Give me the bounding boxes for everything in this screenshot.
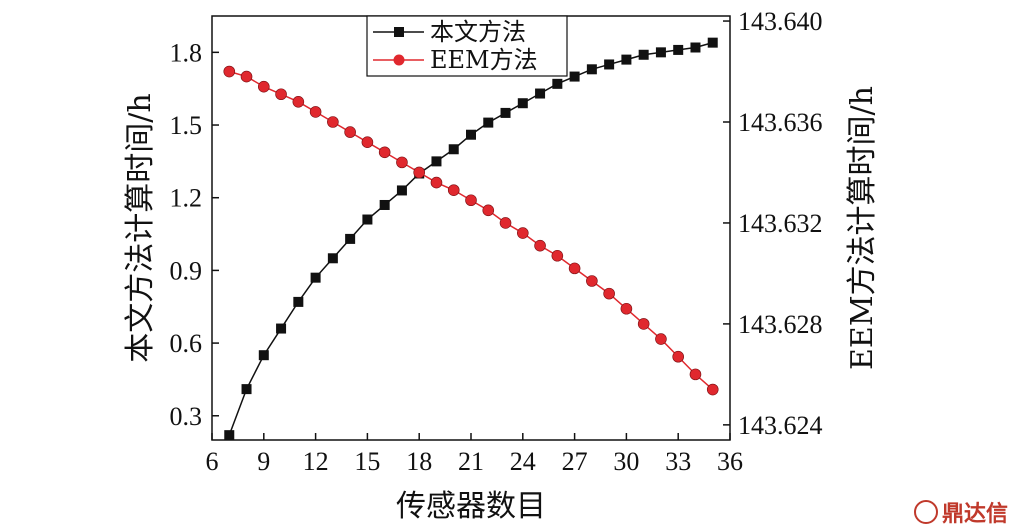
x-tick-label: 30 <box>613 447 639 476</box>
x-tick-label: 15 <box>354 447 380 476</box>
data-point-series-2 <box>223 65 236 78</box>
data-point-series-1 <box>552 78 563 89</box>
data-point-series-1 <box>327 253 338 264</box>
data-point-series-1 <box>707 37 718 48</box>
x-tick-label: 6 <box>206 447 219 476</box>
x-tick-label: 33 <box>665 447 691 476</box>
data-point-series-1 <box>483 117 494 128</box>
x-tick-label: 18 <box>406 447 432 476</box>
legend: 本文方法 EEM方法 <box>366 15 568 77</box>
data-point-series-1 <box>362 214 373 225</box>
y-right-tick-label: 143.636 <box>738 108 823 137</box>
x-axis-title: 传感器数目 <box>396 489 546 524</box>
x-tick-label: 21 <box>458 447 484 476</box>
data-point-series-1 <box>224 430 235 441</box>
data-point-series-2 <box>586 275 598 287</box>
data-point-series-2 <box>378 146 391 159</box>
data-point-series-2 <box>672 350 685 363</box>
y-left-tick-label: 1.5 <box>170 111 203 140</box>
data-point-series-2 <box>551 249 564 262</box>
data-point-series-1 <box>690 42 701 53</box>
data-point-series-2 <box>275 88 287 101</box>
data-point-series-2 <box>516 227 529 239</box>
data-point-series-2 <box>257 80 270 93</box>
legend-marker-series-1 <box>394 27 404 37</box>
data-point-series-2 <box>655 333 667 345</box>
y-left-tick-label: 0.3 <box>170 402 203 431</box>
legend-label-series-1: 本文方法 <box>430 18 526 46</box>
data-point-series-2 <box>689 368 702 381</box>
x-tick-label: 9 <box>257 447 270 476</box>
data-point-series-1 <box>655 47 666 58</box>
y-right-tick-label: 143.624 <box>738 411 823 440</box>
data-point-series-2 <box>620 302 633 315</box>
legend-marker-series-2 <box>393 54 405 66</box>
y-left-tick-label: 1.8 <box>170 38 203 67</box>
y-right-tick-label: 143.640 <box>738 7 823 36</box>
y-left-tick-label: 0.9 <box>170 256 203 285</box>
data-point-series-1 <box>241 384 252 395</box>
data-point-series-1 <box>396 185 407 196</box>
data-point-series-1 <box>431 156 442 167</box>
data-point-series-2 <box>499 217 512 229</box>
y-left-tick-label: 1.2 <box>170 184 203 213</box>
y-axis-right-title: EEM方法计算时间/h <box>845 86 880 370</box>
data-point-series-1 <box>638 49 649 60</box>
data-point-series-1 <box>466 129 476 140</box>
y-axis-left-title: 本文方法计算时间/h <box>123 93 158 362</box>
data-point-series-2 <box>309 106 322 118</box>
x-tick-label: 27 <box>562 447 588 476</box>
data-point-series-1 <box>310 272 321 283</box>
data-point-series-2 <box>706 383 719 396</box>
data-point-series-1 <box>448 144 459 155</box>
data-point-series-2 <box>447 184 460 196</box>
data-point-series-2 <box>465 194 477 207</box>
data-point-series-2 <box>396 156 408 169</box>
y-right-tick-label: 143.632 <box>738 209 823 238</box>
data-point-series-2 <box>482 204 495 217</box>
data-point-series-1 <box>673 44 684 55</box>
watermark-logo: 鼎达信 <box>913 496 1008 528</box>
x-tick-label: 12 <box>303 447 329 476</box>
data-point-series-2 <box>637 318 650 330</box>
axis-ticks: 6 9 12 15 18 21 24 27 30 33 36 0.3 0.6 0.9 1.2 1.5 1.8 14… <box>170 7 823 476</box>
data-point-series-2 <box>430 176 443 189</box>
data-point-series-2 <box>292 96 305 108</box>
data-point-series-1 <box>621 54 632 65</box>
data-point-series-2 <box>344 126 356 138</box>
data-point-series-1 <box>535 88 546 99</box>
data-point-series-1 <box>500 107 511 118</box>
data-point-series-2 <box>568 262 581 275</box>
data-point-series-2 <box>534 239 546 252</box>
data-point-series-1 <box>604 59 615 70</box>
data-point-series-1 <box>293 296 304 307</box>
series-layer <box>223 37 719 441</box>
data-point-series-1 <box>276 323 287 334</box>
watermark-text: 鼎达信 <box>941 502 1008 527</box>
watermark-logo-icon <box>913 500 938 524</box>
data-point-series-1 <box>569 71 580 82</box>
data-point-series-2 <box>327 116 339 128</box>
data-point-series-1 <box>345 233 356 244</box>
data-point-series-1 <box>258 350 269 361</box>
data-point-series-1 <box>517 98 528 109</box>
x-tick-label: 24 <box>510 447 536 476</box>
data-point-series-1 <box>379 199 390 210</box>
data-point-series-2 <box>603 287 615 300</box>
plot-frame <box>211 15 731 441</box>
data-point-series-2 <box>240 70 253 83</box>
series-line-2 <box>229 70 714 391</box>
data-point-series-2 <box>361 136 374 148</box>
data-point-series-1 <box>586 64 597 75</box>
x-tick-label: 36 <box>717 447 743 476</box>
y-right-tick-label: 143.628 <box>738 310 823 339</box>
legend-box <box>366 15 568 77</box>
y-left-tick-label: 0.6 <box>170 329 203 358</box>
data-point-series-2 <box>413 166 426 179</box>
legend-label-series-2: EEM方法 <box>430 46 538 74</box>
